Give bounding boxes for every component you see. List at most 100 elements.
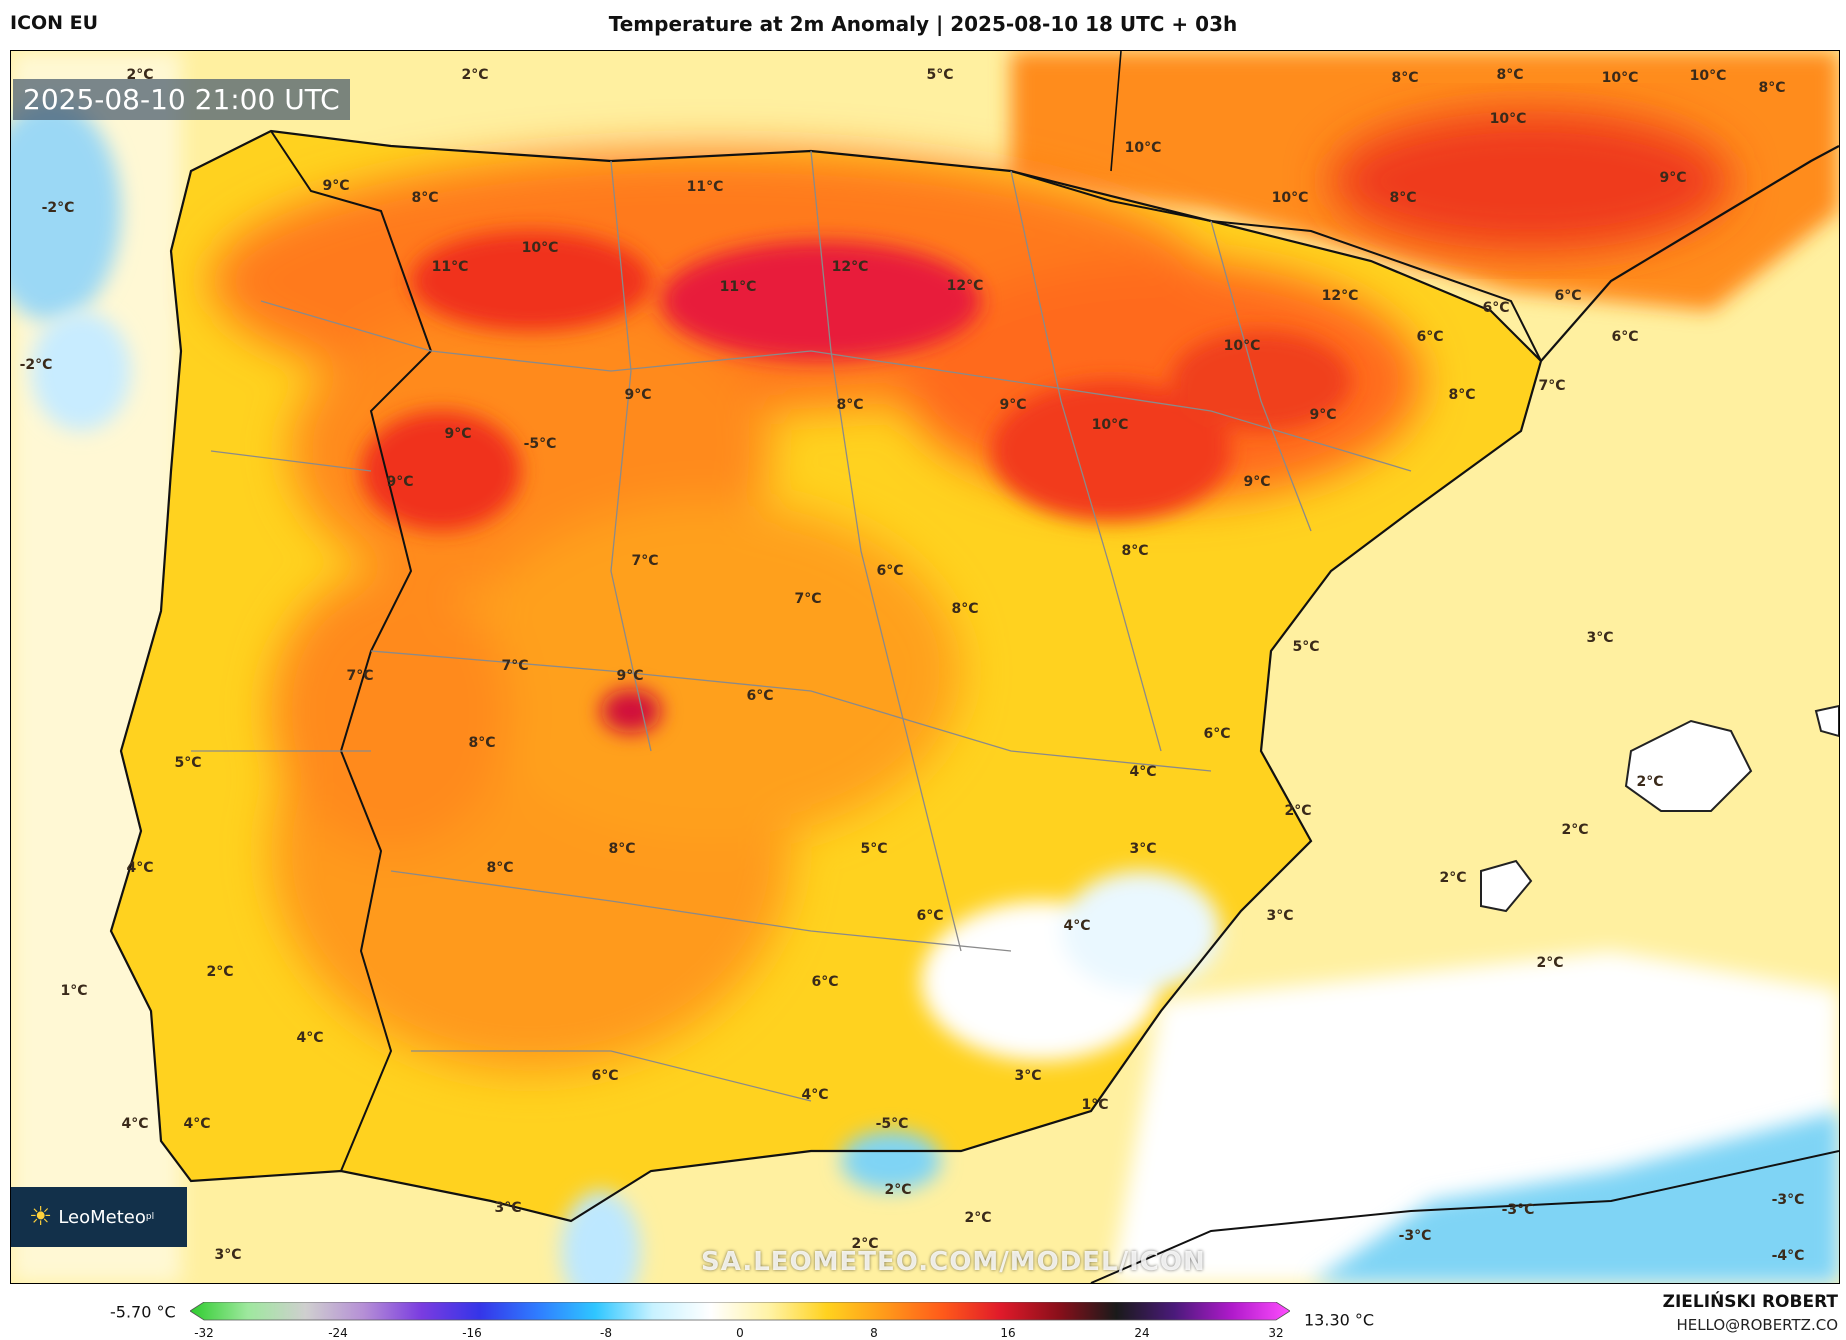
valencia-cool xyxy=(1061,871,1221,991)
temp-label: 11°C xyxy=(719,279,757,295)
temp-label: 10°C xyxy=(1489,111,1527,127)
color-bar xyxy=(190,1302,1290,1321)
temp-label: 3°C xyxy=(1266,908,1294,924)
atlantic-cold-patch xyxy=(11,101,121,321)
temp-label: 5°C xyxy=(1292,639,1320,655)
logo-text: LeoMeteo xyxy=(58,1206,146,1228)
temp-label: 4°C xyxy=(296,1030,324,1046)
temp-label: 10°C xyxy=(1271,190,1309,206)
temp-label: -5°C xyxy=(523,436,557,452)
center-warm xyxy=(461,501,961,841)
ibiza-island xyxy=(1480,859,1533,913)
temp-label: 9°C xyxy=(999,397,1027,413)
temp-label: 7°C xyxy=(1538,378,1566,394)
temp-label: 2°C xyxy=(884,1182,912,1198)
france-spain-border xyxy=(1010,170,1542,362)
temp-label: -4°C xyxy=(1771,1248,1805,1264)
menorca-island xyxy=(1814,704,1839,738)
temp-label: 6°C xyxy=(591,1068,619,1084)
temp-label: 12°C xyxy=(1321,288,1359,304)
temp-label: 8°C xyxy=(486,860,514,876)
temp-label: 4°C xyxy=(121,1116,149,1132)
temp-label: 2°C xyxy=(1536,955,1564,971)
temp-label: 6°C xyxy=(1482,300,1510,316)
temp-label: 3°C xyxy=(1014,1068,1042,1084)
hot-core-4 xyxy=(991,381,1231,521)
temp-label: -3°C xyxy=(1771,1192,1805,1208)
temp-label: 8°C xyxy=(411,190,439,206)
timestamp-badge: 2025-08-10 21:00 UTC xyxy=(13,79,350,120)
france-border-north xyxy=(1110,51,1122,172)
temp-label: 10°C xyxy=(1223,338,1261,354)
temp-label: 2°C xyxy=(1284,803,1312,819)
source-watermark: SA.LEOMETEO.COM/MODEL/ICON xyxy=(701,1247,1206,1277)
portugal-spain-border xyxy=(270,130,433,1172)
temp-label: -2°C xyxy=(19,357,53,373)
map-title: Temperature at 2m Anomaly | 2025-08-10 1… xyxy=(608,12,1238,36)
temp-label: 2°C xyxy=(461,67,489,83)
temp-label: 10°C xyxy=(1091,417,1129,433)
temp-label: 2°C xyxy=(964,1210,992,1226)
temp-label: 8°C xyxy=(1496,67,1524,83)
color-bar-tick: -8 xyxy=(600,1326,612,1340)
color-bar-tick: 0 xyxy=(736,1326,744,1340)
hot-core-2 xyxy=(411,231,651,331)
temp-label: 5°C xyxy=(174,755,202,771)
temp-label: 2°C xyxy=(206,964,234,980)
author-email: HELLO@ROBERTZ.CO xyxy=(1676,1316,1838,1334)
temp-label: 9°C xyxy=(1243,474,1271,490)
temp-label: 12°C xyxy=(831,259,869,275)
temp-label: 8°C xyxy=(608,841,636,857)
hot-core-5 xyxy=(1171,331,1351,431)
temp-label: 1°C xyxy=(1081,1097,1109,1113)
temp-label: 4°C xyxy=(126,860,154,876)
legend-min-value: -5.70 °C xyxy=(110,1302,176,1322)
temp-label: -2°C xyxy=(41,200,75,216)
temp-label: 10°C xyxy=(1689,68,1727,84)
temp-label: 9°C xyxy=(1309,407,1337,423)
logo-suffix: pl xyxy=(145,1212,155,1222)
temp-label: 11°C xyxy=(431,259,469,275)
temp-label: 2°C xyxy=(126,67,154,83)
temp-label: 6°C xyxy=(811,974,839,990)
temp-label: 6°C xyxy=(1554,288,1582,304)
color-bar-tick: -24 xyxy=(328,1326,348,1340)
temp-label: 9°C xyxy=(624,387,652,403)
color-bar-tick: -16 xyxy=(462,1326,482,1340)
temp-label: 8°C xyxy=(1758,80,1786,96)
temp-label: 3°C xyxy=(494,1200,522,1216)
temp-label: 2°C xyxy=(1636,774,1664,790)
temp-label: 4°C xyxy=(183,1116,211,1132)
temp-label: 8°C xyxy=(951,601,979,617)
temp-label: 1°C xyxy=(60,983,88,999)
color-bar-tick: 16 xyxy=(1000,1326,1016,1340)
temp-label: 3°C xyxy=(1586,630,1614,646)
temp-label: 8°C xyxy=(468,735,496,751)
temp-label: -3°C xyxy=(1501,1202,1535,1218)
temp-label: 4°C xyxy=(1129,764,1157,780)
temp-label: 6°C xyxy=(746,688,774,704)
temp-label: 10°C xyxy=(1601,70,1639,86)
temp-label: 8°C xyxy=(1121,543,1149,559)
temp-label: 7°C xyxy=(794,591,822,607)
temp-label: 9°C xyxy=(444,426,472,442)
hot-core-6 xyxy=(601,689,661,733)
temp-label: 8°C xyxy=(1448,387,1476,403)
france-coast xyxy=(1540,145,1839,362)
hot-core-3 xyxy=(361,411,521,531)
temp-label: 9°C xyxy=(322,178,350,194)
temp-label: 6°C xyxy=(876,563,904,579)
temp-label: 7°C xyxy=(346,668,374,684)
anomaly-map: 2025-08-10 21:00 UTC ☀ LeoMeteo pl SA.LEO… xyxy=(10,50,1840,1284)
temp-label: 2°C xyxy=(851,1236,879,1252)
temp-label: 6°C xyxy=(1611,329,1639,345)
france-hot-core xyxy=(1331,111,1731,251)
temp-label: 9°C xyxy=(616,668,644,684)
temp-label: 9°C xyxy=(386,474,414,490)
temp-label: 6°C xyxy=(916,908,944,924)
color-bar-body xyxy=(190,1302,1290,1321)
temp-label: 9°C xyxy=(1659,170,1687,186)
regional-borders xyxy=(191,150,1412,1102)
leometeo-logo: ☀ LeoMeteo pl xyxy=(11,1187,187,1247)
temp-label: 12°C xyxy=(946,278,984,294)
